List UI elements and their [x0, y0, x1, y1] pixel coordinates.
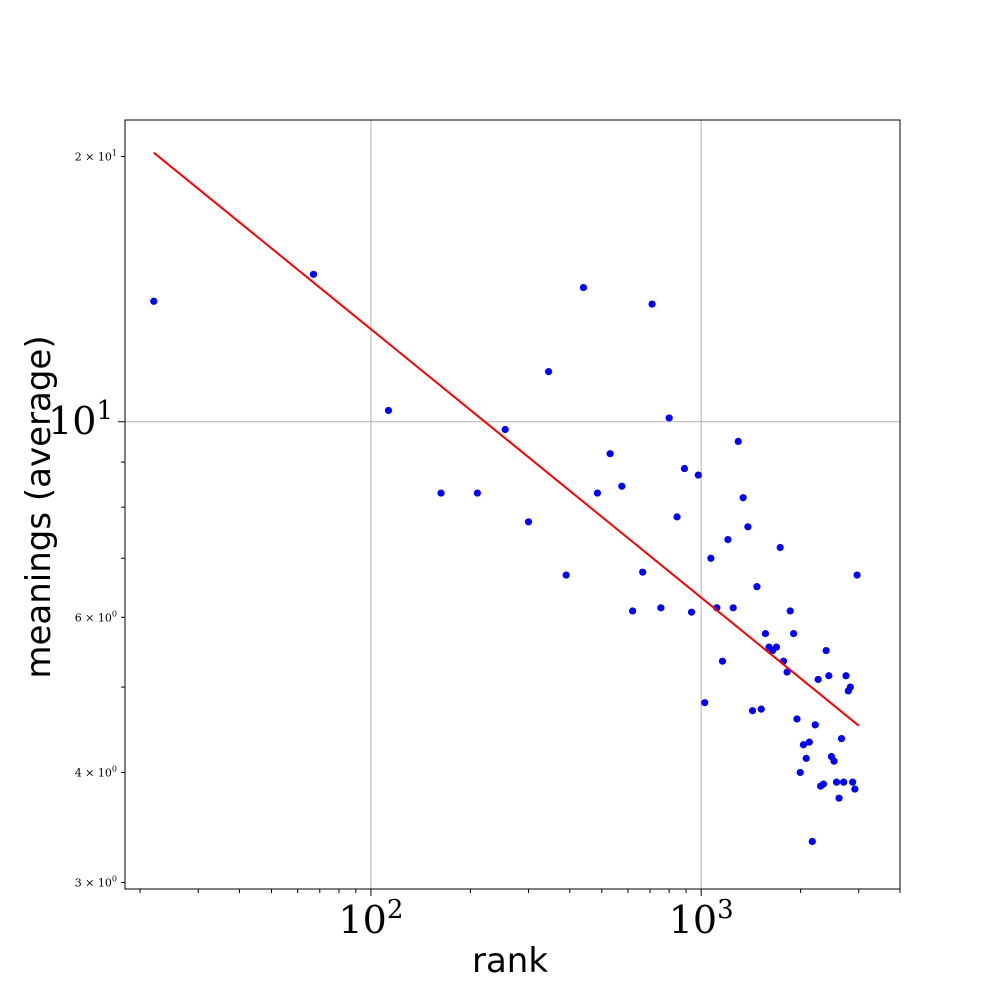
scatter-point [618, 482, 626, 490]
scatter-point [802, 754, 810, 762]
scatter-point [629, 607, 637, 615]
scatter-point [761, 629, 770, 638]
y-minor-tick-label: 6 × 100 [75, 609, 117, 624]
scatter-point [473, 489, 481, 497]
scatter-point [729, 604, 737, 612]
scatter-point [606, 450, 614, 458]
scatter-point [724, 536, 732, 544]
y-axis-label: meanings (average) [19, 335, 59, 678]
scatter-point [822, 646, 830, 655]
y-minor-tick-label: 3 × 100 [75, 875, 117, 890]
scatter-point [544, 368, 553, 376]
x-axis-label: rank [472, 941, 548, 981]
scatter-point [853, 571, 861, 579]
y-minor-tick-label: 2 × 101 [75, 148, 117, 163]
scatter-point [739, 494, 747, 502]
scatter-point [825, 672, 833, 680]
scatter-point [707, 554, 715, 562]
scatter-point [846, 683, 854, 691]
scatter-point [744, 523, 752, 531]
scatter-point [593, 489, 601, 497]
scatter-point [796, 768, 804, 777]
scatter-point [805, 738, 813, 746]
y-minor-tick-label: 4 × 100 [75, 764, 117, 779]
scatter-point [673, 513, 681, 521]
scatter-point [437, 489, 445, 497]
scatter-point [687, 608, 696, 616]
scatter-point [753, 583, 761, 591]
scatter-point [772, 643, 781, 651]
scatter-point [639, 568, 647, 576]
plot-frame [124, 119, 901, 890]
scatter-point [680, 464, 689, 473]
scatter-point [783, 668, 791, 676]
scatter-point [309, 270, 318, 278]
axes: 102 103 101 2 × 101 6 × 100 4 × 100 3 × 100 [48, 148, 901, 942]
scatter-point [793, 715, 801, 723]
y-tick-label: 101 [48, 396, 113, 443]
scatter-point [384, 406, 393, 415]
scatter-point [849, 778, 857, 786]
scatter-point [562, 571, 570, 579]
scatter-point [718, 657, 727, 665]
scatter-point [786, 607, 794, 615]
scatter-point [776, 543, 784, 552]
scatter-point [748, 707, 757, 715]
scatter-point [150, 297, 158, 305]
plot-data [150, 151, 861, 846]
scatter-point [837, 735, 846, 743]
x-tick-label: 102 [338, 895, 403, 942]
scatter-point [832, 778, 841, 786]
scatter-point [835, 794, 843, 802]
fit-line [153, 151, 860, 727]
scatter-point [808, 837, 816, 846]
scatter-point [819, 780, 828, 788]
scatter-point [830, 757, 838, 765]
scatter-point [657, 604, 665, 612]
scatter-point [579, 283, 588, 292]
scatter-point [757, 705, 765, 713]
scatter-point [648, 300, 656, 308]
scatter-point [524, 518, 533, 526]
scatter-point [701, 699, 709, 707]
scatter-point [799, 741, 808, 749]
scatter-point [734, 437, 742, 445]
scatter-point [814, 675, 822, 684]
scatter-point [851, 785, 859, 793]
scatter-point [501, 425, 509, 434]
scatter-point [790, 629, 798, 638]
scatter-point [665, 414, 673, 422]
x-tick-label: 103 [669, 895, 734, 942]
scatter-point [842, 672, 850, 680]
scatter-point [840, 778, 848, 786]
grid [125, 120, 900, 889]
scatter-point [694, 471, 702, 479]
scatter-point [811, 721, 819, 729]
